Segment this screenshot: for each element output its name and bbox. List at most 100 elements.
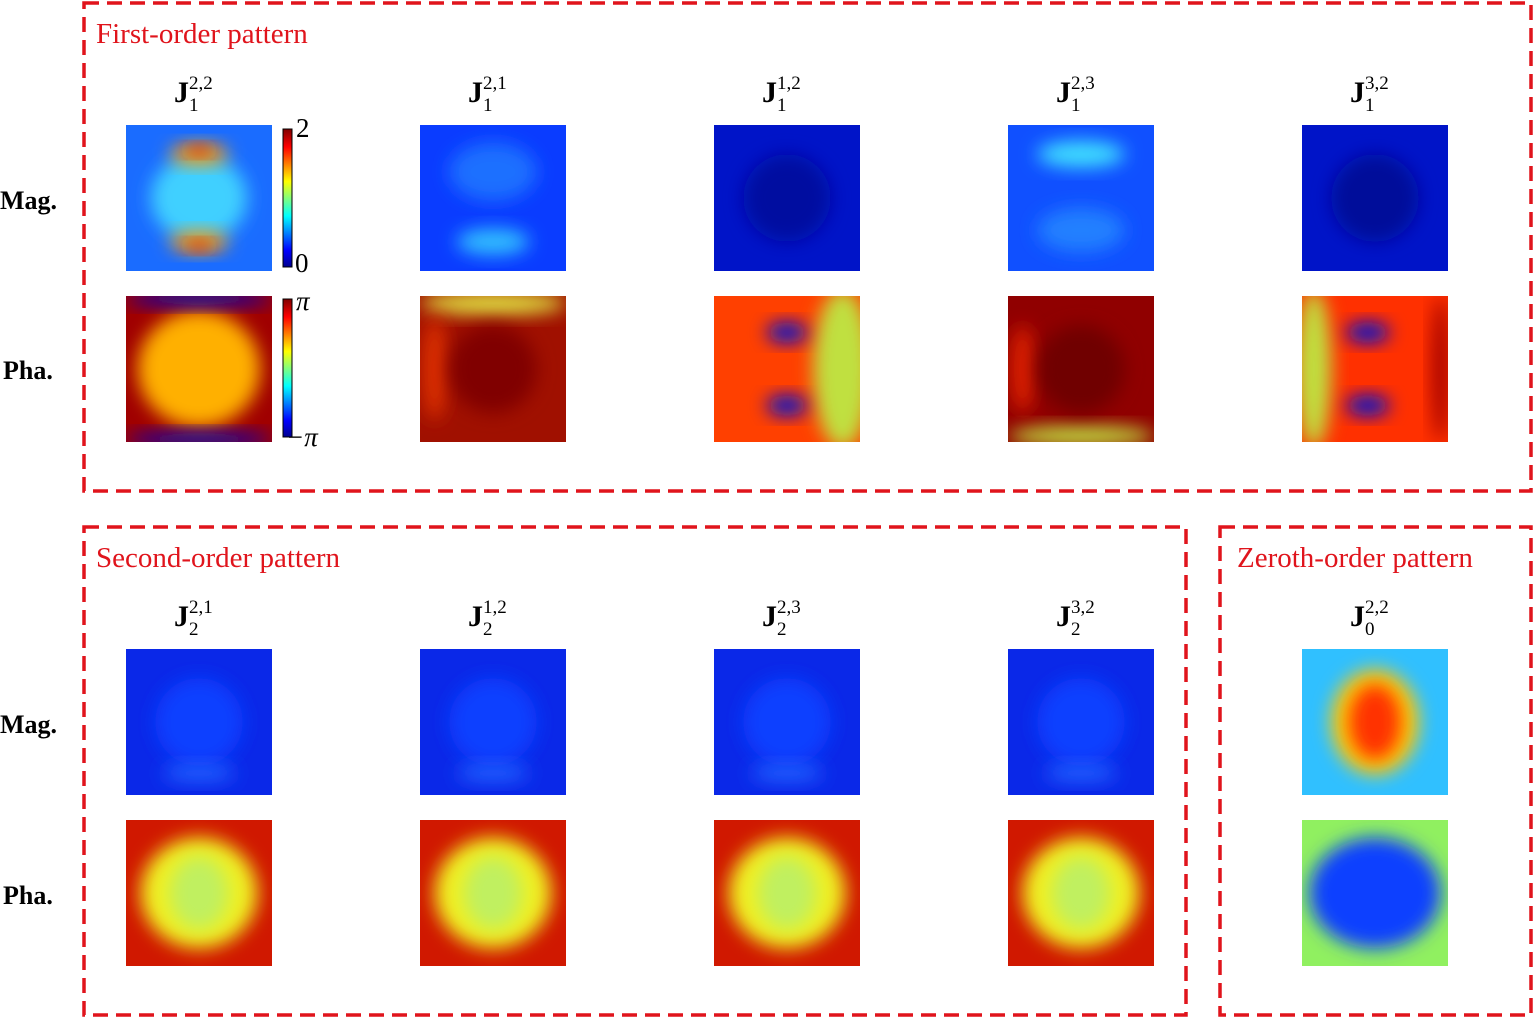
panel-subscript: 1	[1365, 95, 1375, 116]
heatmap-region	[1348, 684, 1402, 760]
panel-superscript: 2,3	[1071, 73, 1095, 94]
heatmap	[714, 296, 860, 442]
heatmap	[714, 125, 860, 271]
heatmap	[126, 649, 272, 795]
panel-symbol: J	[174, 600, 189, 633]
panel-symbol: J	[1056, 76, 1071, 109]
panel-subscript: 1	[189, 95, 199, 116]
heatmap-region	[1309, 837, 1441, 949]
section-frame	[82, 1, 1533, 493]
heatmap-region	[766, 395, 808, 416]
heatmap-region	[449, 142, 537, 201]
heatmap-region	[449, 678, 537, 766]
heatmap-region	[743, 678, 831, 766]
heatmap	[714, 820, 860, 966]
heatmap	[1302, 649, 1448, 795]
section-title: Zeroth-order pattern	[1237, 542, 1473, 574]
heatmap-region	[1037, 141, 1125, 168]
heatmap	[126, 125, 272, 271]
panel-subscript: 1	[1071, 95, 1081, 116]
heatmap	[126, 296, 272, 442]
heatmap-region	[743, 154, 831, 242]
row-label: Mag.	[0, 710, 57, 739]
panel-subscript: 0	[1365, 619, 1375, 640]
panel-symbol: J	[1350, 600, 1365, 633]
panel-superscript: 2,3	[777, 597, 801, 618]
heatmap-region	[757, 856, 817, 930]
heatmap-region	[750, 764, 824, 782]
heatmap	[420, 820, 566, 966]
colorbar	[282, 298, 293, 438]
section-frame	[82, 525, 1188, 1017]
panel-symbol: J	[762, 76, 777, 109]
heatmap-region	[1010, 325, 1035, 413]
panel-subscript: 1	[777, 95, 787, 116]
heatmap	[1008, 649, 1154, 795]
row-label: Pha.	[3, 356, 53, 385]
heatmap	[714, 649, 860, 795]
panel-symbol: J	[1056, 600, 1071, 633]
colorbar-label: 0	[295, 248, 309, 278]
heatmap-region	[422, 317, 447, 421]
heatmap-region	[1345, 395, 1390, 416]
panel-superscript: 2,1	[483, 73, 507, 94]
section-frame	[1218, 525, 1533, 1017]
panel-symbol: J	[1350, 76, 1365, 109]
panel-superscript: 2,1	[189, 597, 213, 618]
heatmap	[126, 820, 272, 966]
heatmap-region	[1331, 154, 1419, 242]
panel-subscript: 2	[777, 619, 787, 640]
heatmap	[420, 125, 566, 271]
section-title: First-order pattern	[96, 18, 308, 50]
heatmap-region	[1044, 764, 1118, 782]
heatmap-region	[1302, 296, 1332, 442]
heatmap-region	[1345, 322, 1390, 343]
heatmap-region	[155, 678, 243, 766]
colorbar-label: 2	[296, 113, 310, 143]
panel-subscript: 1	[483, 95, 493, 116]
heatmap-region	[456, 228, 530, 255]
section-title: Second-order pattern	[96, 542, 340, 574]
heatmap	[420, 296, 566, 442]
heatmap	[1302, 296, 1448, 442]
heatmap	[1302, 820, 1448, 966]
panel-subscript: 2	[189, 619, 199, 640]
heatmap-region	[184, 241, 214, 252]
heatmap-region	[813, 296, 860, 442]
panel-subscript: 2	[483, 619, 493, 640]
panel-superscript: 1,2	[483, 597, 507, 618]
colorbar-label: π	[296, 286, 311, 316]
heatmap-region	[126, 296, 272, 307]
heatmap-region	[766, 322, 808, 343]
heatmap	[1302, 125, 1448, 271]
colorbar-label: −π	[286, 422, 319, 452]
panel-subscript: 2	[1071, 619, 1081, 640]
heatmap-region	[1037, 678, 1125, 766]
heatmap-region	[1051, 856, 1111, 930]
heatmap-region	[169, 856, 229, 930]
row-label: Mag.	[0, 186, 57, 215]
heatmap-region	[150, 154, 248, 242]
heatmap-region	[463, 856, 523, 930]
panel-superscript: 1,2	[777, 73, 801, 94]
heatmap	[1008, 125, 1154, 271]
heatmap-region	[184, 144, 214, 155]
heatmap	[1008, 296, 1154, 442]
heatmap-region	[1431, 296, 1448, 442]
colorbar	[282, 128, 293, 268]
heatmap-region	[137, 310, 261, 428]
panel-symbol: J	[762, 600, 777, 633]
heatmap-region	[1037, 325, 1125, 413]
panel-superscript: 3,2	[1071, 597, 1095, 618]
heatmap-region	[1037, 208, 1125, 253]
heatmap-region	[449, 325, 537, 413]
panel-superscript: 2,2	[1365, 597, 1389, 618]
heatmap	[1008, 820, 1154, 966]
row-label: Pha.	[3, 881, 53, 910]
heatmap-region	[420, 296, 566, 315]
heatmap-region	[1008, 425, 1154, 442]
heatmap-region	[456, 764, 530, 782]
heatmap-region	[162, 764, 236, 782]
panel-symbol: J	[468, 600, 483, 633]
